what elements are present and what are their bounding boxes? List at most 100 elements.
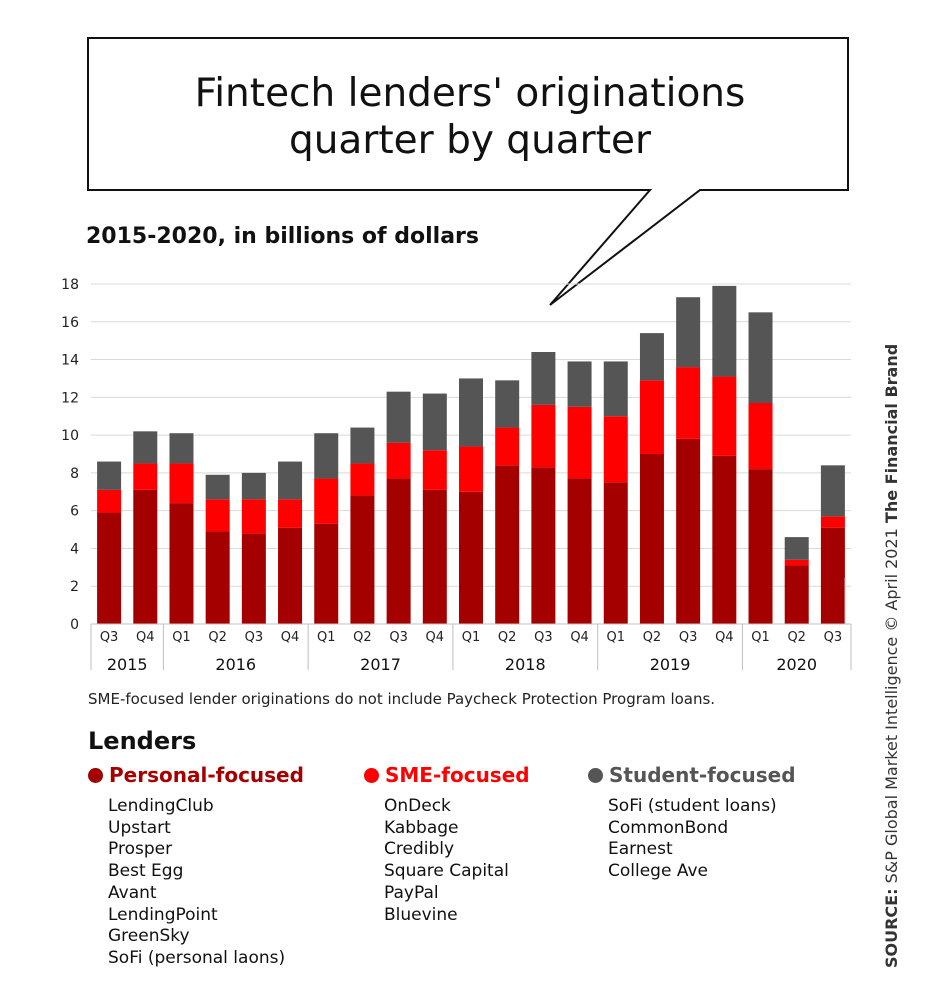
lender-item: GreenSky (108, 926, 190, 947)
lender-group-personal: Personal-focused LendingClub Upstart Pro… (88, 762, 304, 970)
bar-segment (169, 463, 194, 504)
x-tick-label: Q2 (643, 630, 662, 645)
year-label: 2017 (360, 655, 401, 674)
lender-group-personal-label: Personal-focused (109, 763, 304, 787)
bar-segment (603, 482, 628, 624)
bar-segment (241, 499, 266, 534)
bar-segment (422, 489, 447, 624)
year-label: 2020 (776, 655, 817, 674)
bar-segment (133, 463, 158, 490)
bar-segment (314, 523, 339, 624)
y-tick-label: 12 (61, 390, 79, 406)
bar-segment (820, 516, 845, 528)
x-tick-label: Q4 (136, 630, 155, 645)
x-tick-label: Q1 (751, 630, 770, 645)
source-credit: SOURCE: S&P Global Market Intelligence ©… (882, 344, 901, 968)
lender-item: Upstart (108, 817, 171, 838)
x-tick-label: Q2 (208, 630, 227, 645)
bar-segment (567, 478, 592, 624)
bar-segment (639, 333, 664, 381)
bar-segment (350, 495, 375, 624)
bar-segment (676, 297, 701, 368)
x-tick-label: Q3 (100, 630, 119, 645)
bar-segment (97, 461, 122, 490)
lender-item: CommonBond (608, 817, 729, 838)
bar-segment (314, 478, 339, 524)
bar-segment (820, 465, 845, 517)
bar-segment (422, 393, 447, 451)
speech-bubble (87, 37, 849, 306)
bar-segment (459, 378, 483, 447)
lender-item: Prosper (108, 839, 173, 860)
lender-item: LendingPoint (108, 904, 218, 925)
bar-segment (314, 433, 339, 479)
x-tick-label: Q3 (534, 630, 553, 645)
x-tick-label: Q2 (787, 630, 806, 645)
x-tick-label: Q2 (353, 630, 372, 645)
bar-segment (531, 404, 556, 468)
source-brand: The Financial Brand (882, 343, 901, 524)
lender-item: Avant (108, 882, 157, 903)
lender-item: Earnest (608, 839, 673, 860)
student-dot-icon (588, 767, 603, 783)
year-label: 2019 (650, 655, 691, 674)
x-tick-label: Q1 (172, 630, 191, 645)
x-tick-label: Q4 (281, 630, 300, 645)
lender-item: Square Capital (384, 861, 509, 882)
lender-item: Kabbage (384, 817, 459, 838)
bar-segment (459, 446, 483, 492)
bar-segment (386, 442, 411, 479)
lender-item: SoFi (student loans) (608, 796, 777, 816)
bar-segment (169, 433, 194, 464)
bar-segment (639, 454, 664, 624)
bar-segment (133, 431, 158, 464)
bar-segment (676, 367, 701, 439)
bar-segment (97, 512, 122, 624)
stacked-bar-chart: 0 2 4 6 8 10 12 14 16 18 Q3 Q4 Q1 Q2 Q3 Q4 Q1 Q2 Q3 Q4 Q1 Q2 Q… (61, 277, 852, 674)
bar-segment (784, 537, 809, 560)
bar-segment (133, 489, 158, 624)
x-tick-label: Q2 (498, 630, 517, 645)
lender-group-student: Student-focused SoFi (student loans) Com… (588, 762, 796, 883)
y-tick-label: 8 (70, 466, 79, 482)
bar-segment (531, 352, 556, 405)
chart-subtitle: 2015-2020, in billions of dollars (86, 224, 479, 249)
bar-segment (241, 533, 266, 624)
bar-segment (567, 406, 592, 479)
lender-item: LendingClub (108, 796, 214, 816)
year-label: 2016 (215, 655, 256, 674)
sme-dot-icon (364, 767, 379, 783)
y-tick-label: 10 (61, 428, 79, 444)
bar-segment (205, 531, 230, 624)
y-tick-label: 2 (70, 579, 79, 595)
source-text: S&P Global Market Intelligence © April 2… (882, 528, 901, 884)
y-tick-label: 16 (61, 315, 79, 331)
bar-segment (278, 461, 303, 500)
bar-segment (495, 427, 520, 466)
lender-item: OnDeck (384, 796, 451, 816)
bar-segment (350, 463, 375, 496)
bar-segment (278, 499, 303, 528)
bar-segment (205, 474, 230, 500)
lender-item: Credibly (384, 839, 455, 860)
bar-segment (712, 285, 737, 377)
bar-segment (567, 361, 592, 407)
bar-segment (386, 478, 411, 624)
bar-segment (278, 527, 303, 624)
x-tick-label: Q3 (245, 630, 264, 645)
personal-dot-icon (88, 767, 103, 783)
lender-group-student-label: Student-focused (609, 763, 796, 787)
bar-segment (495, 380, 520, 428)
bar-segment (748, 469, 773, 624)
lender-item: SoFi (personal laons) (108, 947, 286, 968)
y-tick-label: 14 (61, 353, 79, 369)
source-label: SOURCE: (882, 888, 901, 968)
bar-segment (386, 391, 411, 443)
y-tick-label: 6 (70, 504, 79, 520)
x-tick-label: Q4 (715, 630, 734, 645)
lender-item: PayPal (384, 882, 439, 903)
x-tick-label: Q1 (607, 630, 626, 645)
bar-segment (820, 527, 845, 624)
bar-segment (639, 380, 664, 454)
bar-segment (97, 489, 122, 513)
